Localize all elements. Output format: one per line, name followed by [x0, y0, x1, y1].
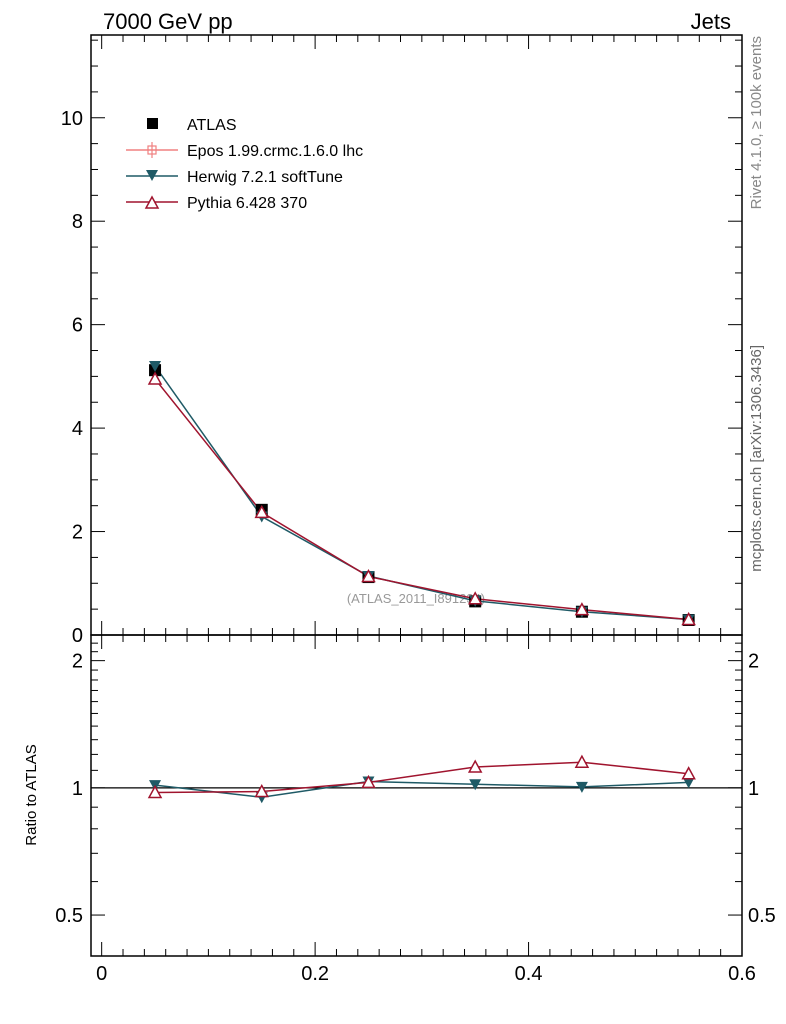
main-point-pythia	[361, 568, 376, 583]
ratio-y-tick-label: 0.5	[55, 905, 83, 927]
ratio-point-pythia	[574, 754, 590, 768]
ratio-line-pythia	[155, 761, 689, 794]
main-line-herwig	[154, 365, 689, 621]
ratio-point-pythia	[467, 759, 483, 773]
x-tick-label: 0.2	[301, 963, 329, 985]
ratio-y-tick-label-right: 1	[748, 778, 759, 800]
main-y-tick-label: 10	[61, 108, 83, 130]
ratio-line-herwig	[154, 780, 689, 799]
legend: ATLAS Epos 1.99.crmc.1.6.0 lhc Herwig 7.…	[126, 117, 363, 212]
ratio-point-herwig	[575, 781, 588, 793]
x-tick-label: 0	[96, 963, 107, 985]
ratio-y-axis-label: Ratio to ATLAS	[23, 744, 40, 845]
main-y-tick-label: 6	[72, 315, 83, 337]
main-y-tick-label: 8	[72, 211, 83, 233]
ratio-plot-frame	[90, 634, 743, 957]
ratio-point-pythia	[361, 774, 376, 789]
main-y-tick-label: 0	[72, 625, 83, 647]
ratio-point-pythia	[147, 784, 163, 799]
main-point-pythia	[254, 504, 270, 519]
ratio-point-herwig	[682, 777, 695, 789]
ratio-y-tick-label: 2	[72, 651, 83, 673]
legend-label-atlas: ATLAS	[187, 117, 237, 134]
legend-marker-atlas	[147, 118, 158, 129]
main-y-tick-label: 2	[72, 522, 83, 544]
x-tick-label: 0.4	[515, 963, 543, 985]
x-tick-label: 0.6	[728, 963, 756, 985]
main-point-pythia	[681, 611, 696, 626]
ratio-point-herwig	[469, 779, 482, 791]
ratio-series-layer	[147, 754, 696, 804]
main-point-pythia	[147, 371, 163, 385]
ratio-point-pythia	[254, 783, 270, 798]
main-series-layer	[147, 361, 696, 626]
ratio-y-tick-label: 1	[72, 778, 83, 800]
chart-title-left: 7000 GeV pp	[103, 9, 233, 34]
main-point-pythia	[574, 602, 590, 616]
ratio-y-tick-label-right: 2	[748, 651, 759, 673]
main-point-pythia	[467, 591, 483, 605]
main-point-herwig	[149, 361, 162, 373]
mcplots-label: mcplots.cern.ch [arXiv:1306.3436]	[748, 345, 765, 572]
main-line-pythia	[154, 378, 689, 621]
legend-marker-pythia	[144, 195, 160, 209]
legend-label-pythia: Pythia 6.428 370	[187, 195, 307, 212]
rivet-version-label: Rivet 4.1.0, ≥ 100k events	[748, 36, 765, 209]
legend-marker-epos	[147, 142, 157, 158]
ratio-point-pythia	[681, 766, 696, 780]
legend-label-herwig: Herwig 7.2.1 softTune	[187, 169, 343, 186]
main-y-tick-label: 4	[72, 418, 83, 440]
legend-marker-herwig	[146, 170, 158, 181]
legend-label-epos: Epos 1.99.crmc.1.6.0 lhc	[187, 143, 363, 160]
chart-title-right: Jets	[691, 9, 731, 34]
ratio-y-tick-label-right: 0.5	[748, 905, 776, 927]
main-axes: 0 2 4 6 8 10	[61, 35, 743, 647]
ratio-axes: 0 0.2 0.4 0.6 0.5 0.5 1 1 2 2	[55, 635, 776, 985]
